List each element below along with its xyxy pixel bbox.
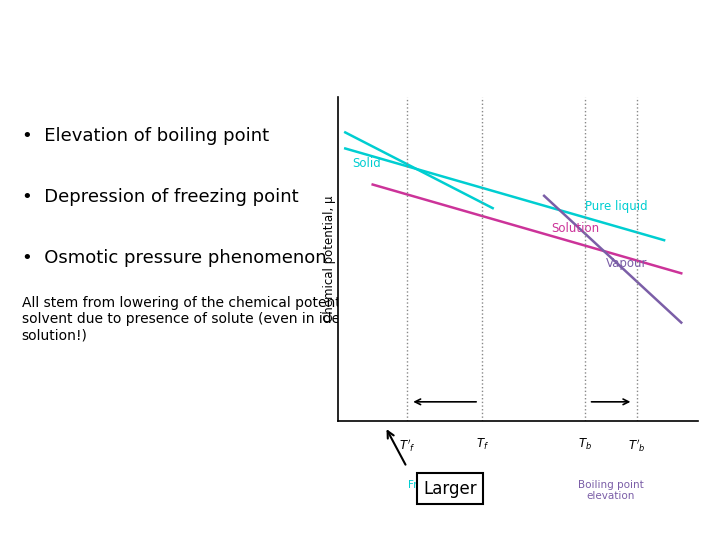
Text: •  Depression of freezing point: • Depression of freezing point	[22, 187, 298, 206]
Text: Solid: Solid	[352, 157, 381, 170]
Text: •  Osmotic pressure phenomenon: • Osmotic pressure phenomenon	[22, 249, 326, 267]
Text: $T'_f$: $T'_f$	[399, 437, 415, 454]
Text: Freezing point
depression: Freezing point depression	[408, 480, 482, 501]
Text: Solution: Solution	[551, 222, 599, 235]
Text: Colligative properties: Colligative properties	[139, 18, 581, 52]
Text: $T_b$: $T_b$	[578, 437, 593, 453]
Text: Pure liquid: Pure liquid	[585, 200, 648, 213]
Text: •  Elevation of boiling point: • Elevation of boiling point	[22, 126, 269, 145]
Text: Vapour: Vapour	[606, 257, 647, 270]
Text: Boiling point
elevation: Boiling point elevation	[578, 480, 644, 501]
Text: All stem from lowering of the chemical potential of the
solvent due to presence : All stem from lowering of the chemical p…	[22, 296, 402, 342]
Text: $T'_b$: $T'_b$	[628, 437, 646, 454]
Text: $T_f$: $T_f$	[476, 437, 489, 453]
Text: Larger: Larger	[423, 480, 477, 498]
Y-axis label: Chemical potential, μ: Chemical potential, μ	[323, 196, 336, 322]
